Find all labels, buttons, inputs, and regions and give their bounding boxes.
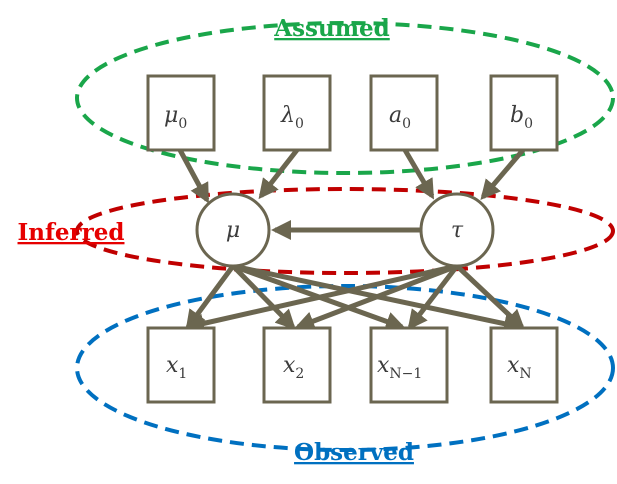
edge-a0-tau bbox=[402, 148, 435, 200]
node-x1: x1 bbox=[146, 326, 216, 404]
edge-tau-xN bbox=[455, 264, 525, 330]
node-xN: xN bbox=[489, 326, 559, 404]
svg-text:λ0: λ0 bbox=[280, 103, 304, 132]
edge-b0-tau bbox=[480, 148, 525, 201]
node-xN1: xN−1 bbox=[369, 326, 449, 404]
node-a0: a0 bbox=[369, 74, 439, 152]
node-lambda0: λ0 bbox=[262, 74, 332, 152]
assumed-label: Assumed bbox=[273, 15, 390, 42]
node-tau: τ bbox=[419, 192, 495, 268]
edge-mu0-mu bbox=[177, 148, 210, 204]
assumed-group-ellipse bbox=[75, 21, 615, 175]
inferred-label: Inferred bbox=[18, 219, 125, 246]
inferred-group-ellipse bbox=[75, 187, 615, 275]
observed-label: Observed bbox=[294, 439, 414, 466]
svg-text:τ: τ bbox=[451, 218, 464, 243]
observed-group-ellipse bbox=[75, 284, 615, 452]
svg-text:μ0: μ0 bbox=[164, 103, 187, 132]
edges bbox=[177, 148, 525, 334]
node-b0: b0 bbox=[489, 74, 559, 152]
edge-lambda0-mu bbox=[258, 148, 299, 200]
svg-text:a0: a0 bbox=[389, 103, 411, 132]
edge-tau-x2 bbox=[294, 263, 458, 331]
svg-text:b0: b0 bbox=[510, 103, 533, 132]
svg-text:μ: μ bbox=[226, 218, 240, 243]
svg-text:x1: x1 bbox=[166, 353, 187, 382]
node-mu0: μ0 bbox=[146, 74, 216, 152]
edge-tau-x1 bbox=[184, 263, 458, 334]
edge-tau-xN1 bbox=[407, 264, 459, 331]
svg-text:xN: xN bbox=[507, 353, 532, 382]
node-mu: μ bbox=[195, 192, 271, 268]
node-x2: x2 bbox=[262, 326, 332, 404]
svg-text:x2: x2 bbox=[283, 353, 304, 382]
edge-mu-x2 bbox=[231, 264, 296, 330]
svg-text:xN−1: xN−1 bbox=[377, 353, 422, 382]
